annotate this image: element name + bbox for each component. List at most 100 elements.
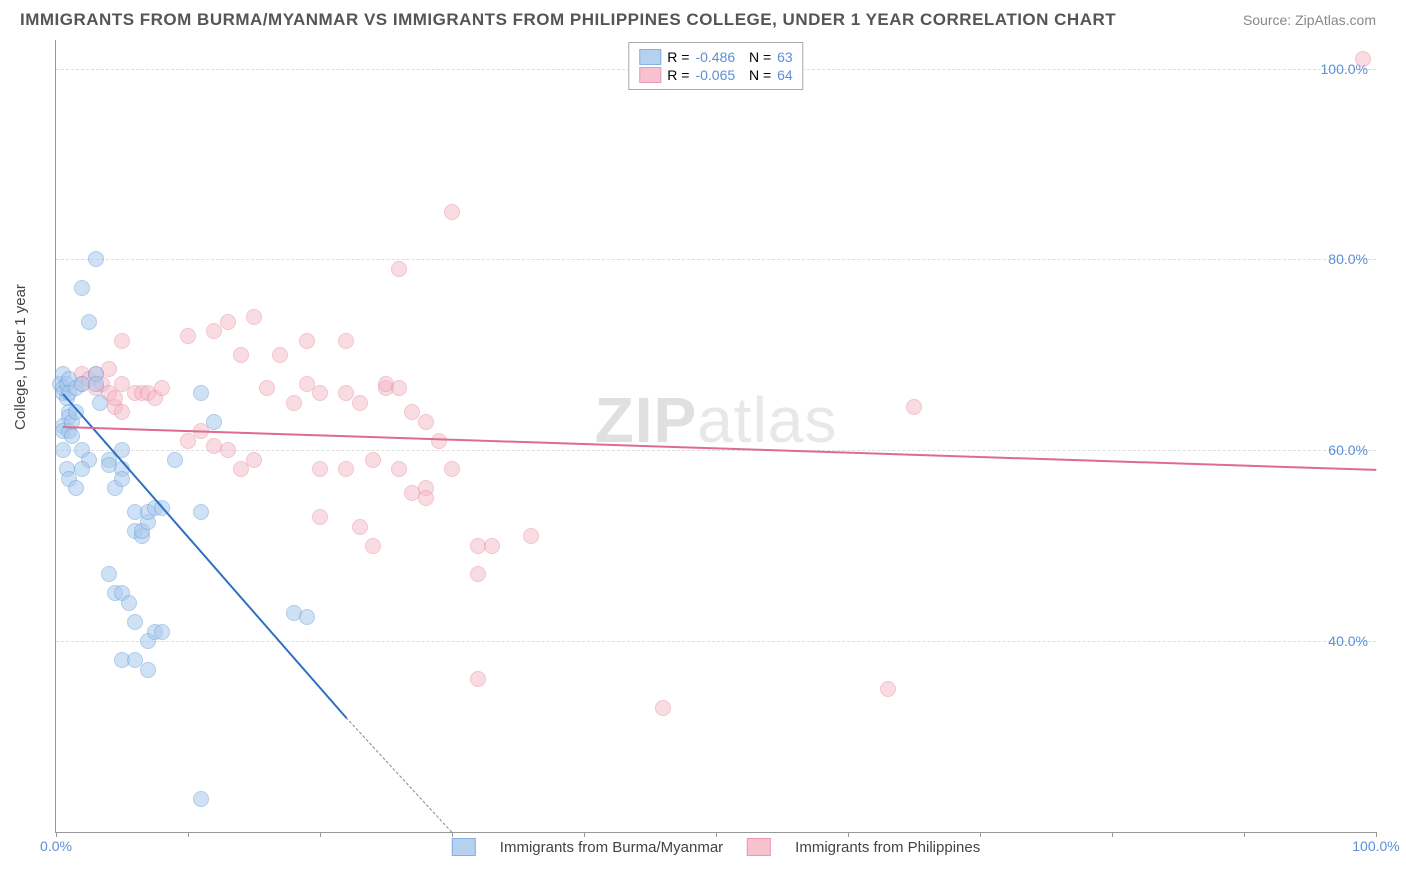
data-point-philippines — [431, 433, 447, 449]
data-point-burma — [206, 414, 222, 430]
watermark-light: atlas — [697, 384, 837, 456]
chart-title: IMMIGRANTS FROM BURMA/MYANMAR VS IMMIGRA… — [20, 10, 1116, 30]
data-point-philippines — [272, 347, 288, 363]
x-tick-mark — [980, 832, 981, 837]
legend-text: N = — [741, 67, 771, 83]
legend-swatch-philippines-bottom — [747, 838, 771, 856]
y-tick-label: 80.0% — [1328, 251, 1368, 267]
data-point-burma — [64, 428, 80, 444]
data-point-philippines — [391, 461, 407, 477]
data-point-philippines — [391, 380, 407, 396]
data-point-philippines — [338, 461, 354, 477]
x-tick-mark — [56, 832, 57, 837]
x-tick-mark — [320, 832, 321, 837]
data-point-philippines — [444, 204, 460, 220]
data-point-philippines — [444, 461, 460, 477]
x-tick-mark — [1376, 832, 1377, 837]
x-tick-mark — [716, 832, 717, 837]
data-point-burma — [193, 791, 209, 807]
data-point-philippines — [352, 395, 368, 411]
data-point-burma — [193, 504, 209, 520]
data-point-philippines — [418, 490, 434, 506]
data-point-philippines — [246, 452, 262, 468]
data-point-philippines — [1355, 51, 1371, 67]
data-point-burma — [127, 614, 143, 630]
data-point-philippines — [312, 461, 328, 477]
data-point-philippines — [418, 414, 434, 430]
data-point-philippines — [114, 404, 130, 420]
data-point-burma — [154, 624, 170, 640]
legend-n-burma: 63 — [777, 49, 793, 65]
legend-n-philippines: 64 — [777, 67, 793, 83]
data-point-philippines — [365, 538, 381, 554]
data-point-burma — [114, 471, 130, 487]
data-point-philippines — [470, 671, 486, 687]
data-point-philippines — [312, 385, 328, 401]
data-point-philippines — [338, 333, 354, 349]
data-point-philippines — [154, 380, 170, 396]
gridline-h — [56, 641, 1376, 642]
data-point-philippines — [180, 328, 196, 344]
legend-label-philippines: Immigrants from Philippines — [795, 839, 980, 856]
data-point-philippines — [470, 566, 486, 582]
source-label: Source: ZipAtlas.com — [1243, 12, 1376, 28]
data-point-burma — [299, 609, 315, 625]
data-point-burma — [101, 566, 117, 582]
legend-swatch-burma — [639, 49, 661, 65]
x-tick-mark — [1112, 832, 1113, 837]
data-point-burma — [193, 385, 209, 401]
data-point-burma — [68, 480, 84, 496]
trendline-burma-extension — [346, 718, 452, 833]
data-point-philippines — [391, 261, 407, 277]
data-point-philippines — [484, 538, 500, 554]
data-point-philippines — [523, 528, 539, 544]
data-point-philippines — [233, 347, 249, 363]
x-tick-mark — [848, 832, 849, 837]
legend-label-burma: Immigrants from Burma/Myanmar — [500, 839, 723, 856]
y-tick-label: 40.0% — [1328, 633, 1368, 649]
y-tick-label: 60.0% — [1328, 442, 1368, 458]
legend-text: R = — [667, 67, 689, 83]
x-tick-mark — [188, 832, 189, 837]
correlation-legend: R = -0.486 N = 63 R = -0.065 N = 64 — [628, 42, 803, 90]
legend-text: R = — [667, 49, 689, 65]
legend-swatch-philippines — [639, 67, 661, 83]
y-axis-label: College, Under 1 year — [12, 284, 29, 430]
data-point-burma — [140, 662, 156, 678]
data-point-burma — [81, 314, 97, 330]
data-point-philippines — [299, 333, 315, 349]
trendline-burma — [62, 393, 347, 719]
data-point-philippines — [259, 380, 275, 396]
data-point-philippines — [114, 333, 130, 349]
plot-area: ZIPatlas R = -0.486 N = 63 R = -0.065 N … — [55, 40, 1376, 833]
legend-text: N = — [741, 49, 771, 65]
data-point-philippines — [286, 395, 302, 411]
data-point-philippines — [246, 309, 262, 325]
data-point-burma — [92, 395, 108, 411]
x-tick-label: 100.0% — [1352, 838, 1399, 854]
data-point-philippines — [906, 399, 922, 415]
data-point-burma — [88, 251, 104, 267]
data-point-philippines — [220, 442, 236, 458]
data-point-philippines — [365, 452, 381, 468]
data-point-burma — [55, 442, 71, 458]
legend-r-philippines: -0.065 — [695, 67, 735, 83]
x-tick-label: 0.0% — [40, 838, 72, 854]
series-legend: Immigrants from Burma/Myanmar Immigrants… — [452, 838, 980, 856]
legend-row-burma: R = -0.486 N = 63 — [639, 49, 792, 65]
data-point-burma — [167, 452, 183, 468]
data-point-philippines — [880, 681, 896, 697]
data-point-philippines — [220, 314, 236, 330]
x-tick-mark — [452, 832, 453, 837]
data-point-philippines — [312, 509, 328, 525]
data-point-burma — [74, 280, 90, 296]
data-point-philippines — [655, 700, 671, 716]
gridline-h — [56, 259, 1376, 260]
x-tick-mark — [584, 832, 585, 837]
data-point-burma — [121, 595, 137, 611]
data-point-burma — [88, 376, 104, 392]
legend-r-burma: -0.486 — [695, 49, 735, 65]
legend-row-philippines: R = -0.065 N = 64 — [639, 67, 792, 83]
x-tick-mark — [1244, 832, 1245, 837]
data-point-philippines — [352, 519, 368, 535]
